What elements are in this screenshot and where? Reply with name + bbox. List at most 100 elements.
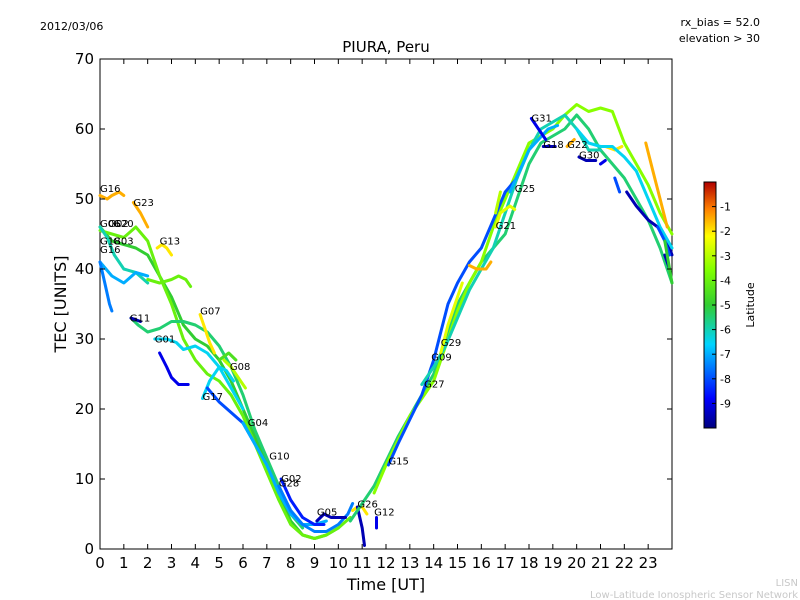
tec-track-21 xyxy=(315,512,347,523)
tec-track-30 xyxy=(467,260,493,271)
prn-label: G03 xyxy=(113,237,133,248)
y-tick-label: 20 xyxy=(75,400,94,418)
footer-network: Low-Latitude Ionospheric Sensor Network xyxy=(590,590,798,600)
colorbar-tick-label: -6 xyxy=(720,324,731,337)
x-tick-label: 1 xyxy=(119,554,129,572)
x-tick-label: 21 xyxy=(591,554,610,572)
prn-label: G02 xyxy=(281,474,301,485)
tec-track-46 xyxy=(663,239,674,285)
elevation-label: elevation > 30 xyxy=(679,32,760,45)
y-tick-label: 30 xyxy=(75,330,94,348)
tec-track-28 xyxy=(420,113,602,386)
colorbar-tick-label: -4 xyxy=(720,274,731,287)
colorbar-tick-label: -2 xyxy=(720,225,731,238)
plot-area xyxy=(99,58,673,550)
x-tick-label: 15 xyxy=(448,554,467,572)
tec-track-8 xyxy=(146,274,193,288)
tec-track-40 xyxy=(613,176,622,194)
y-tick-label: 0 xyxy=(84,540,94,558)
prn-label: G21 xyxy=(496,221,516,232)
tec-track-13 xyxy=(198,313,216,355)
x-tick-label: 11 xyxy=(353,554,372,572)
colorbar-ticks: -1 -2 -3 -4 -5 -6 -7 -8 -9 xyxy=(712,201,731,410)
date-label: 2012/03/06 xyxy=(40,20,103,33)
tec-track-14 xyxy=(222,358,247,390)
colorbar-tick-label: -7 xyxy=(720,348,731,361)
prn-label: G16 xyxy=(100,184,120,195)
colorbar-tick-label: -9 xyxy=(720,397,731,410)
tec-track-29 xyxy=(439,281,464,355)
x-tick-label: 7 xyxy=(262,554,272,572)
y-axis-label: TEC [UNITS] xyxy=(51,256,70,354)
colorbar-label: Latitude xyxy=(744,282,757,328)
x-tick-label: 3 xyxy=(167,554,177,572)
x-axis-label: Time [UT] xyxy=(346,575,425,594)
tec-track-11 xyxy=(129,316,142,323)
tec-track-33 xyxy=(508,124,560,194)
prn-label: G08 xyxy=(230,362,250,373)
prn-label: G23 xyxy=(133,198,153,209)
x-tick-label: 4 xyxy=(191,554,201,572)
chart-title: PIURA, Peru xyxy=(342,38,429,56)
prn-label: G17 xyxy=(203,392,223,403)
y-tick-label: 60 xyxy=(75,120,94,138)
x-tick-label: 18 xyxy=(519,554,538,572)
tec-track-36 xyxy=(565,138,576,148)
prn-label: G26 xyxy=(357,500,377,511)
prn-label: G02 xyxy=(108,219,128,230)
tec-track-4 xyxy=(98,260,114,313)
prn-label: G01 xyxy=(155,335,175,346)
colorbar-tick-label: -1 xyxy=(720,201,731,214)
prn-label: G27 xyxy=(424,379,444,390)
x-tick-label: 13 xyxy=(400,554,419,572)
tec-track-6 xyxy=(131,201,150,229)
prn-label: G20 xyxy=(113,219,133,230)
tec-track-5 xyxy=(98,190,126,201)
colorbar-tick-label: -8 xyxy=(720,373,731,386)
prn-label: G18 xyxy=(543,140,563,151)
tec-track-27 xyxy=(386,176,519,467)
x-tick-label: 2 xyxy=(143,554,153,572)
tec-track-42 xyxy=(575,127,674,250)
prn-label: G22 xyxy=(567,140,587,151)
tec-track-9 xyxy=(129,316,305,530)
x-tick-label: 14 xyxy=(424,554,443,572)
x-tick-label: 17 xyxy=(496,554,515,572)
tec-track-15 xyxy=(217,351,238,362)
x-tick-label: 8 xyxy=(286,554,296,572)
prn-label: G29 xyxy=(441,338,461,349)
tec-track-38 xyxy=(599,159,607,166)
prn-label: G06 xyxy=(100,219,120,230)
x-tick-label: 20 xyxy=(567,554,586,572)
prn-label: G05 xyxy=(317,507,337,518)
x-tick-label: 12 xyxy=(376,554,395,572)
x-tick-label: 5 xyxy=(214,554,224,572)
prn-label: G16 xyxy=(100,245,120,256)
prn-label: G10 xyxy=(269,451,289,462)
tec-track-26 xyxy=(372,103,674,495)
x-tick-label: 22 xyxy=(615,554,634,572)
x-tick-label: 9 xyxy=(310,554,320,572)
colorbar-tick-label: -5 xyxy=(720,299,731,312)
y-tick-label: 70 xyxy=(75,50,94,68)
tec-track-1 xyxy=(98,225,352,540)
tec-track-43 xyxy=(644,141,669,229)
rx-bias-label: rx_bias = 52.0 xyxy=(681,16,760,29)
tec-track-32 xyxy=(494,190,502,215)
x-tick-label: 23 xyxy=(639,554,658,572)
prn-label-layer: G16G23G06G02G20G13G18G03G16G07G11G01G08G… xyxy=(100,113,599,518)
footer-lisn: LISN xyxy=(776,578,798,589)
tec-track-20 xyxy=(277,484,355,533)
y-tick-label: 40 xyxy=(75,260,94,278)
x-tick-label: 6 xyxy=(238,554,248,572)
prn-label: G31 xyxy=(531,113,551,124)
prn-label: G04 xyxy=(248,418,268,429)
prn-label: G28 xyxy=(279,479,299,490)
tec-track-23 xyxy=(355,505,366,547)
tec-track-34 xyxy=(529,117,548,141)
prn-label: G09 xyxy=(431,353,451,364)
series-layer xyxy=(98,103,674,547)
prn-label: G15 xyxy=(388,456,408,467)
tec-track-3 xyxy=(98,260,150,285)
